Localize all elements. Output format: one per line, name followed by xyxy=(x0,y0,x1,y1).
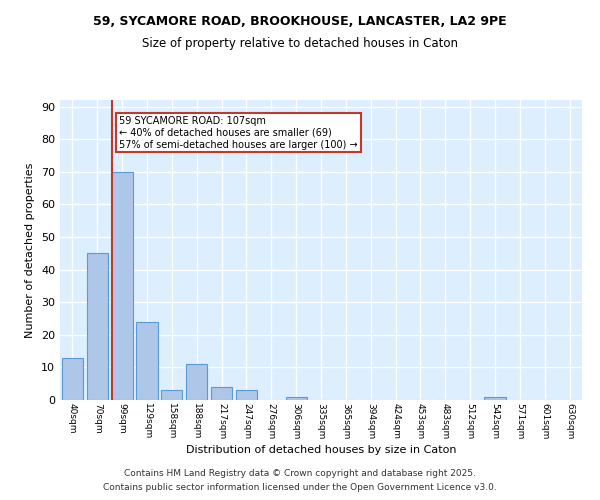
Bar xyxy=(62,358,83,400)
Bar xyxy=(236,390,257,400)
Bar xyxy=(286,396,307,400)
Text: 59 SYCAMORE ROAD: 107sqm
← 40% of detached houses are smaller (69)
57% of semi-d: 59 SYCAMORE ROAD: 107sqm ← 40% of detach… xyxy=(119,116,358,150)
Bar xyxy=(161,390,182,400)
Bar xyxy=(87,254,108,400)
Text: Size of property relative to detached houses in Caton: Size of property relative to detached ho… xyxy=(142,38,458,51)
X-axis label: Distribution of detached houses by size in Caton: Distribution of detached houses by size … xyxy=(186,444,456,454)
Y-axis label: Number of detached properties: Number of detached properties xyxy=(25,162,35,338)
Text: Contains HM Land Registry data © Crown copyright and database right 2025.: Contains HM Land Registry data © Crown c… xyxy=(124,468,476,477)
Bar xyxy=(186,364,207,400)
Bar xyxy=(211,387,232,400)
Bar xyxy=(484,396,506,400)
Bar xyxy=(112,172,133,400)
Text: 59, SYCAMORE ROAD, BROOKHOUSE, LANCASTER, LA2 9PE: 59, SYCAMORE ROAD, BROOKHOUSE, LANCASTER… xyxy=(93,15,507,28)
Bar xyxy=(136,322,158,400)
Text: Contains public sector information licensed under the Open Government Licence v3: Contains public sector information licen… xyxy=(103,484,497,492)
